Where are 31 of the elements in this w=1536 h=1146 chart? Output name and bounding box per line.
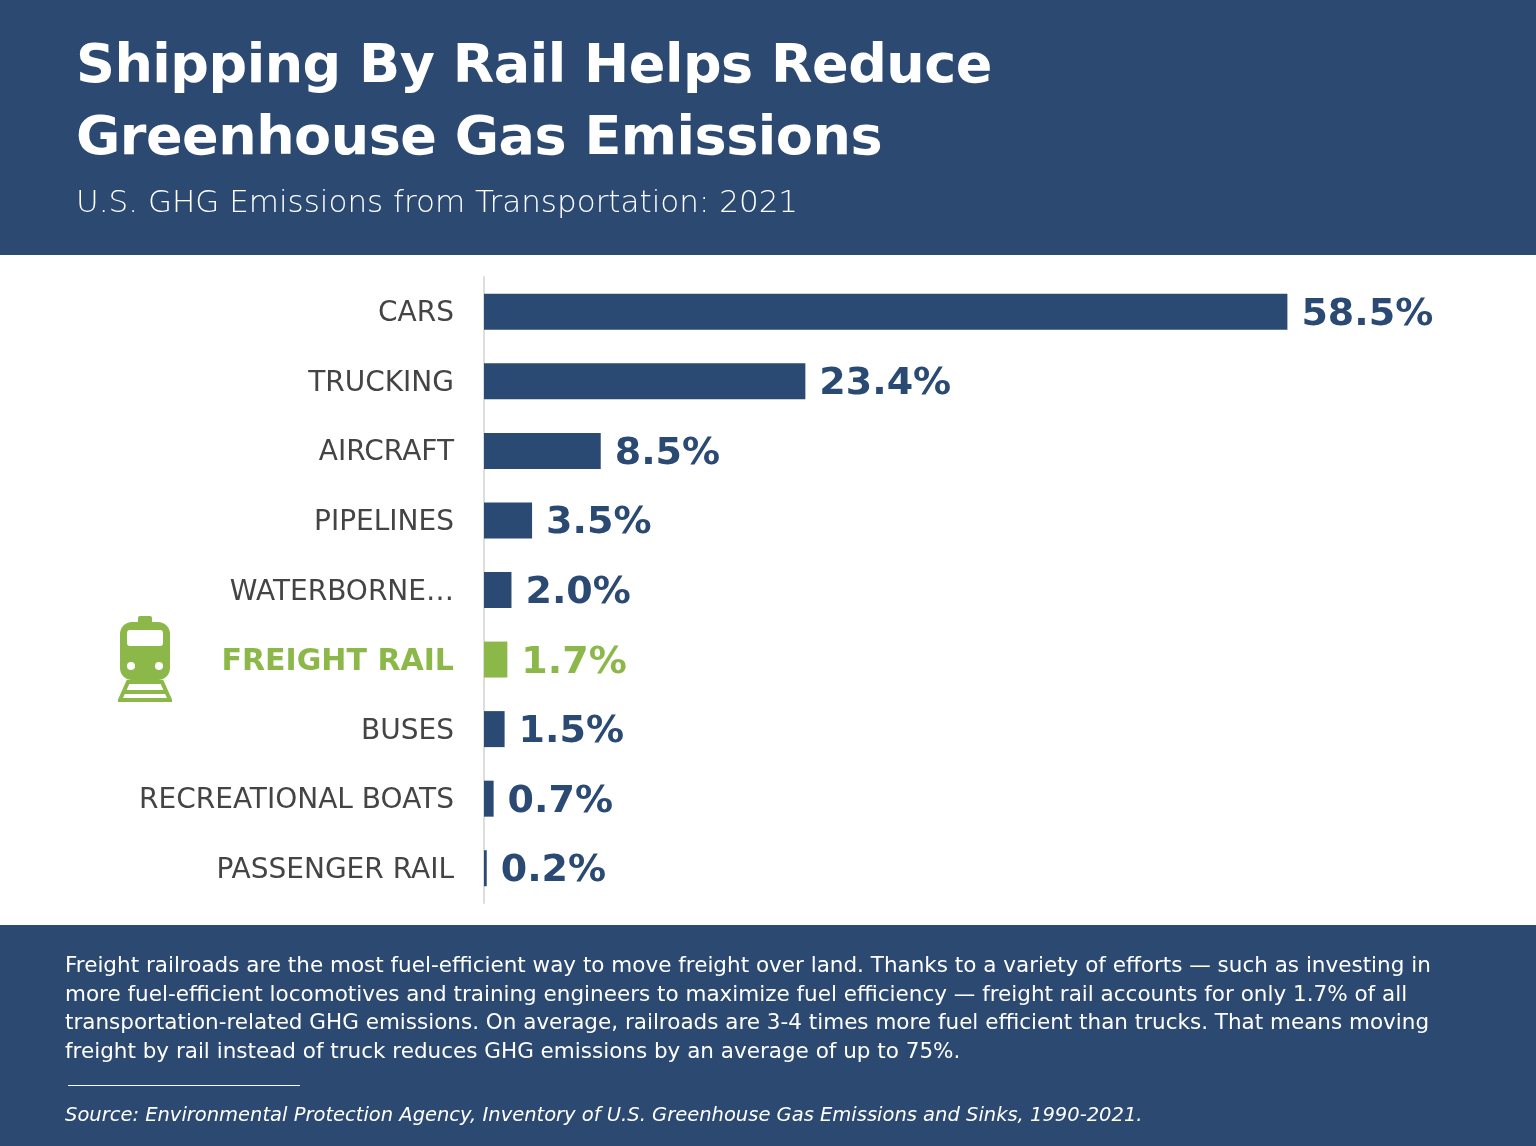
data-label: 8.5% (614, 428, 721, 473)
y-tick-label: WATERBORNE… (229, 573, 454, 607)
bar (484, 780, 494, 817)
bar (484, 572, 512, 608)
bar (484, 293, 1288, 330)
bar (484, 850, 487, 887)
data-label: 0.2% (500, 846, 607, 891)
data-label: 3.5% (546, 498, 652, 543)
data-label: 0.7% (507, 776, 613, 821)
y-tick-label: FREIGHT RAIL (221, 642, 454, 678)
data-label: 58.5% (1301, 289, 1434, 334)
text: Freight railroads are the most fuel-efficient way to move freight over land. Thanks to a variety of efforts — such as investing in more fuel-efficient locomotives and training engineers to maximize fuel efficiency — freight rail accounts for only 1.7% of all transportation-related GHG emissions. On average, railroads are 3-4 times more fuel efficient than trucks. That means moving freight by rail instead of truck reduces GHG emissions by an average of up to 75%. (65, 951, 1432, 1065)
data-label: 1.7% (521, 637, 627, 682)
y-tick-label: PASSENGER RAIL (216, 851, 455, 885)
source-note: Source: Environmental Protection Agency, Inventory of U.S. Greenhouse Gas Emissions and Sinks, 1990-2021. (65, 1103, 1143, 1126)
chart-subtitle: U.S. GHG Emissions from Transportation: 2021 (76, 183, 799, 219)
y-tick-label: TRUCKING (307, 364, 454, 398)
bar (484, 502, 533, 539)
data-label: 23.4% (819, 359, 952, 404)
bar (484, 711, 505, 748)
y-tick-label: PIPELINES (314, 503, 454, 537)
bar (484, 363, 806, 400)
data-label: 1.5% (518, 707, 624, 752)
chart-title: Shipping By Rail Helps Reduce Greenhouse Gas Emissions (76, 31, 993, 169)
y-tick-label: RECREATIONAL BOATS (139, 782, 454, 816)
bar (484, 432, 601, 469)
y-tick-label: CARS (378, 295, 454, 329)
bar (484, 641, 508, 678)
y-tick-label: BUSES (361, 712, 454, 746)
data-label: 2.0% (525, 568, 631, 612)
y-tick-label: AIRCRAFT (318, 434, 455, 468)
